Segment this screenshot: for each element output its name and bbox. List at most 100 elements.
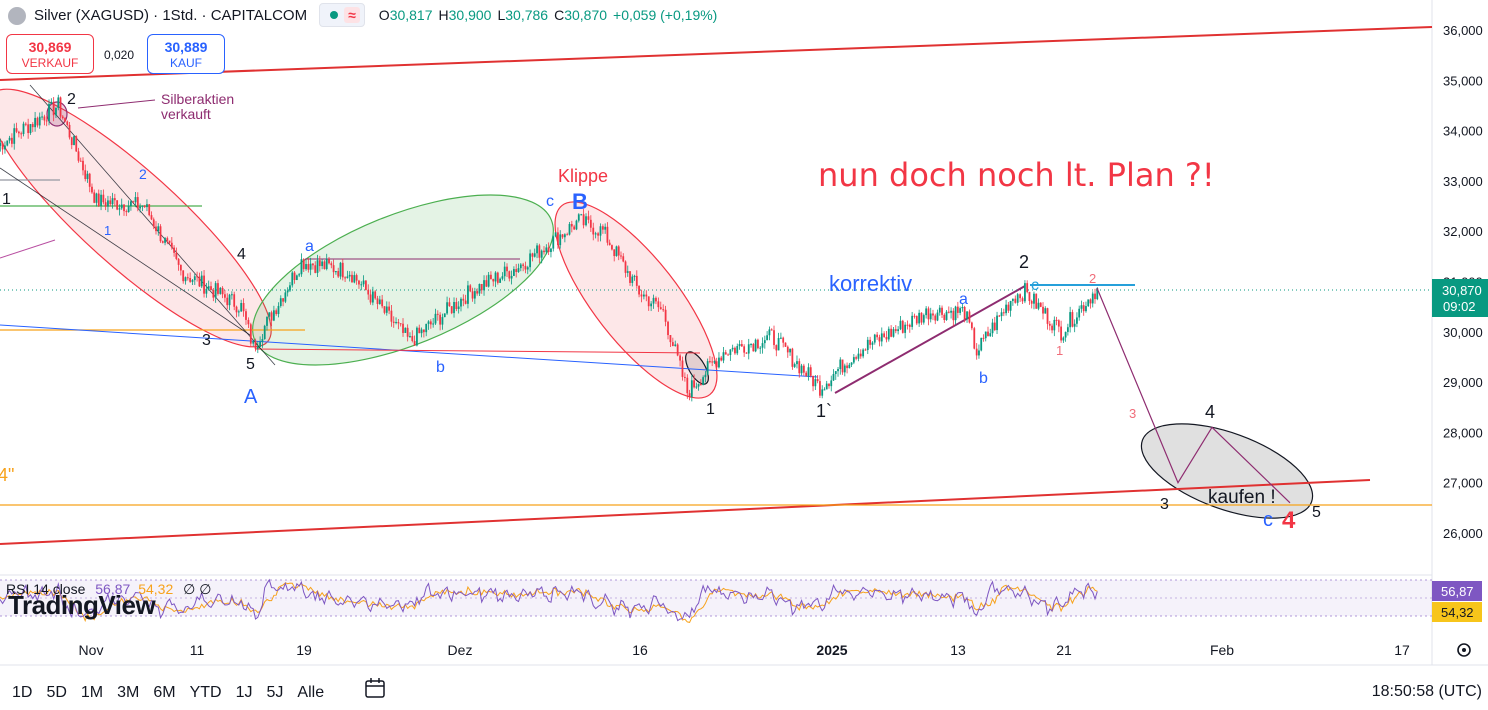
candle-body <box>93 192 96 203</box>
candle-body <box>73 136 75 145</box>
candle-body <box>901 320 904 333</box>
rsi-legend-value2: 54,32 <box>138 581 174 597</box>
candle-body <box>878 337 881 342</box>
candle-body <box>335 271 337 273</box>
candle-body <box>993 322 996 331</box>
candle-body <box>200 275 203 287</box>
candle-body <box>120 204 123 209</box>
candle-body <box>275 310 278 315</box>
candle-body <box>177 258 180 265</box>
candle-body <box>927 308 930 320</box>
candle-body <box>890 328 893 337</box>
candle-body <box>850 362 853 365</box>
symbol-icon[interactable] <box>8 7 26 25</box>
grey-diagonal-1 <box>29 84 276 366</box>
sell-label: VERKAUF <box>21 56 79 70</box>
range-button-1j[interactable]: 1J <box>235 684 253 701</box>
candle-body <box>825 383 828 390</box>
range-button-1d[interactable]: 1D <box>12 684 33 701</box>
candle-body <box>973 328 976 349</box>
calendar-range-icon[interactable] <box>365 678 385 698</box>
candle-body <box>457 306 460 310</box>
gear-icon[interactable] <box>1457 643 1471 657</box>
rsi-badge-2 <box>1432 602 1482 622</box>
range-button-6m[interactable]: 6M <box>153 684 176 701</box>
candle-body <box>422 329 425 333</box>
candle-body <box>674 344 677 347</box>
candle-body <box>1076 317 1078 324</box>
candle-body <box>943 314 946 320</box>
candle-body <box>837 369 839 372</box>
candle-body <box>786 346 789 353</box>
candle-body <box>550 248 552 253</box>
candle-body <box>494 272 497 282</box>
candle-body <box>230 294 233 296</box>
status-pill[interactable]: ≈ <box>319 3 365 27</box>
wave-label: c <box>546 193 554 210</box>
candle-body <box>170 242 173 248</box>
candle-body <box>713 361 716 363</box>
candle-body <box>970 322 973 329</box>
candle-body <box>1069 312 1072 328</box>
candle-body <box>441 317 444 325</box>
candle-body <box>978 350 980 356</box>
wave-label: 4 <box>1205 402 1215 422</box>
utc-clock[interactable]: 18:50:58 (UTC) <box>1371 683 1482 700</box>
candle-body <box>577 214 580 221</box>
candle-body <box>929 313 932 320</box>
candle-body <box>226 297 229 306</box>
candle-body <box>254 341 257 349</box>
range-button-5d[interactable]: 5D <box>46 684 67 701</box>
candle-body <box>667 321 669 336</box>
candle-body <box>695 386 698 388</box>
candle-body <box>289 285 291 291</box>
candle-body <box>439 314 442 325</box>
candle-body <box>693 380 695 388</box>
candle-body <box>146 204 148 208</box>
candle-body <box>279 298 282 306</box>
candle-body <box>652 297 655 304</box>
candle-body <box>286 290 289 293</box>
rsi-badge-1 <box>1432 581 1482 601</box>
korrektiv-annotation: korrektiv <box>829 271 912 296</box>
tradingview-logo[interactable]: TradingView <box>8 590 156 621</box>
sell-price: 30,869 <box>28 39 72 55</box>
range-button-3m[interactable]: 3M <box>117 684 140 701</box>
candle-body <box>413 340 416 346</box>
rsi-legend[interactable]: RSI 14 close 56,87 54,32 ∅ ∅ <box>6 581 211 598</box>
candle-body <box>807 367 810 377</box>
candle-body <box>291 272 294 286</box>
candle-body <box>757 339 759 349</box>
candle-body <box>113 198 116 201</box>
range-button-1m[interactable]: 1M <box>80 684 104 701</box>
candle-body <box>252 341 255 344</box>
wave-label: 2 <box>67 91 76 108</box>
candle-body <box>679 355 681 361</box>
candle-body <box>908 324 911 327</box>
range-button-5j[interactable]: 5J <box>266 684 284 701</box>
ohlc-value: 30,817 <box>389 7 433 23</box>
wave-label: b <box>979 370 988 387</box>
symbol-title[interactable]: Silver (XAGUSD) · 1Std. · CAPITALCOM <box>34 6 308 24</box>
candle-body <box>55 107 57 116</box>
buy-button[interactable]: 30,889 KAUF <box>147 34 225 74</box>
candle-body <box>166 238 169 241</box>
candle-body <box>27 124 30 134</box>
candle-body <box>633 275 636 277</box>
candle-body <box>487 274 490 287</box>
pink-left-line <box>0 239 56 259</box>
candle-body <box>566 234 569 236</box>
candle-body <box>743 346 746 353</box>
candle-body <box>913 315 916 317</box>
candle-body <box>613 249 616 257</box>
candle-body <box>611 245 613 250</box>
sell-button[interactable]: 30,869 VERKAUF <box>6 34 94 74</box>
candle-body <box>237 311 240 313</box>
wave-label: 4 <box>1282 507 1296 534</box>
range-button-ytd[interactable]: YTD <box>189 684 222 701</box>
candle-body <box>915 316 918 324</box>
candle-body <box>547 247 550 253</box>
range-button-alle[interactable]: Alle <box>297 684 325 701</box>
candle-body <box>852 357 855 363</box>
